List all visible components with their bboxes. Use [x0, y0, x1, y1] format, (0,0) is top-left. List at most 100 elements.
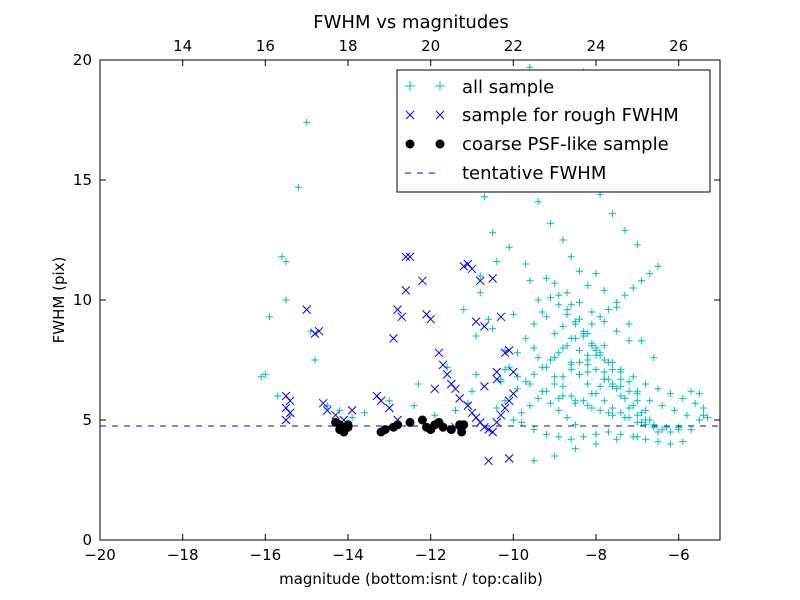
all-sample-point	[336, 406, 344, 414]
rough-sample-point	[430, 384, 440, 394]
all-sample-point	[633, 387, 641, 395]
all-sample-point	[431, 411, 439, 419]
all-sample-point	[530, 320, 538, 328]
all-sample-point	[679, 394, 687, 402]
all-sample-point	[534, 198, 542, 206]
all-sample-point	[311, 356, 319, 364]
all-sample-point	[592, 344, 600, 352]
all-sample-point	[600, 397, 608, 405]
all-sample-point	[542, 387, 550, 395]
all-sample-point	[609, 366, 617, 374]
rough-sample-point	[347, 406, 357, 415]
all-sample-point	[654, 385, 662, 393]
rough-sample-point	[393, 305, 402, 314]
all-sample-point	[642, 406, 650, 414]
rough-sample-point	[384, 403, 394, 413]
all-sample-point	[489, 325, 497, 333]
all-sample-point	[451, 406, 459, 414]
all-sample-point	[575, 315, 583, 323]
all-sample-point	[596, 406, 604, 414]
rough-sample-point	[496, 410, 506, 420]
rough-sample-point	[480, 322, 489, 331]
top-tick-label: 26	[669, 37, 688, 55]
all-sample-point	[522, 260, 530, 268]
rough-sample-point	[480, 422, 489, 432]
all-sample-point	[592, 430, 600, 438]
y-tick-label: 0	[82, 531, 92, 549]
all-sample-point	[534, 394, 542, 402]
all-sample-point	[584, 402, 592, 410]
rough-sample-point	[492, 374, 502, 384]
legend-item-all-sample: all sample	[405, 77, 554, 98]
rough-sample-point	[488, 274, 498, 283]
all-sample-point	[666, 440, 674, 448]
rough-sample-point	[310, 329, 320, 338]
all-sample-point	[485, 315, 493, 323]
all-sample-point	[472, 370, 480, 378]
rough-sample-point	[475, 276, 485, 286]
all-sample-point	[633, 418, 641, 426]
all-sample-point	[563, 342, 571, 350]
all-sample-point	[646, 397, 654, 405]
rough-sample-point	[500, 403, 510, 413]
all-sample-point	[658, 426, 666, 434]
all-sample-point	[571, 397, 579, 405]
all-sample-point	[265, 313, 273, 321]
all-sample-point	[679, 438, 687, 446]
all-sample-point	[282, 296, 290, 304]
y-tick-label: 20	[73, 51, 92, 69]
psf-sample-point	[459, 420, 469, 430]
top-axis: 14 16 18 20 22 24 26	[173, 37, 688, 66]
psf-sample-point	[457, 427, 467, 437]
all-sample-point	[547, 399, 555, 407]
top-tick-label: 18	[338, 37, 357, 55]
all-sample-point	[584, 282, 592, 290]
rough-sample-point	[488, 427, 498, 437]
chart-title: FWHM vs magnitudes	[313, 12, 508, 33]
x-tick-label: −20	[84, 546, 116, 564]
all-sample-point	[563, 310, 571, 318]
all-sample-point	[575, 370, 583, 378]
psf-sample-point	[380, 425, 390, 435]
rough-sample-point	[471, 317, 481, 326]
all-sample-point	[637, 337, 645, 345]
rough-sample-point	[480, 382, 489, 391]
all-sample-point	[592, 440, 600, 448]
all-sample-point	[592, 366, 600, 374]
all-sample-point	[530, 370, 538, 378]
x-axis: −20 −18 −16 −14 −12 −10 −8 −6	[84, 534, 690, 564]
rough-sample-point	[401, 252, 411, 262]
all-sample-point	[303, 118, 311, 126]
all-sample-point	[625, 387, 633, 395]
all-sample-point	[629, 284, 637, 292]
all-sample-point	[621, 291, 629, 299]
all-sample-point	[588, 342, 596, 350]
legend-label-all-sample: all sample	[462, 77, 554, 98]
all-sample-point	[534, 296, 542, 304]
all-sample-point	[687, 426, 695, 434]
rough-sample-point	[442, 370, 452, 379]
all-sample-point	[596, 382, 604, 390]
all-sample-point	[604, 306, 612, 314]
rough-sample-point	[500, 348, 510, 358]
all-sample-point	[613, 327, 621, 335]
all-sample-point	[617, 392, 625, 400]
x-tick-label: −10	[498, 546, 530, 564]
y-axis: 0 5 10 15 20	[73, 51, 720, 549]
all-sample-point	[687, 387, 695, 395]
all-sample-point	[704, 414, 712, 422]
all-sample-point	[567, 253, 575, 261]
rough-sample-point	[302, 305, 312, 314]
all-sample-point	[493, 258, 501, 266]
all-sample-point	[683, 411, 691, 419]
all-sample-point	[592, 270, 600, 278]
all-sample-point	[547, 294, 555, 302]
all-sample-point	[526, 402, 534, 410]
rough-sample-point	[451, 384, 460, 394]
all-sample-point	[563, 289, 571, 297]
x-tick-label: −18	[167, 546, 199, 564]
all-sample-point	[617, 382, 625, 390]
all-sample-point	[695, 390, 703, 398]
rough-sample-point	[467, 264, 477, 274]
all-sample-point	[575, 298, 583, 306]
